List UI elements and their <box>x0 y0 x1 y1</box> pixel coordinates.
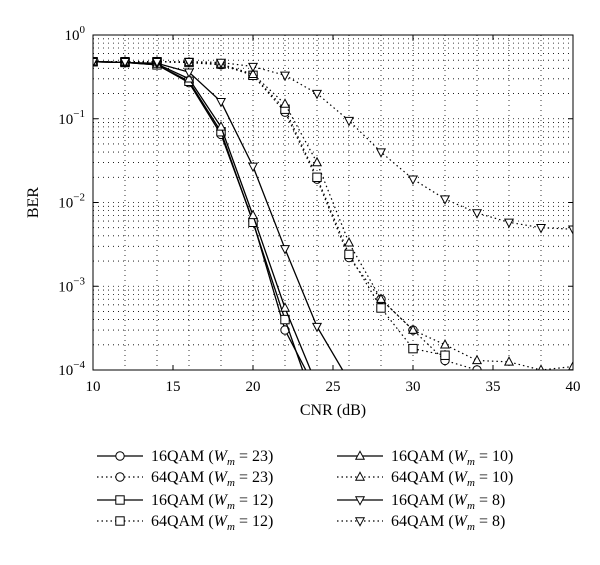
legend-marker <box>115 472 125 482</box>
data-point <box>375 293 387 303</box>
legend-entry: 64QAM (Wm = 8) <box>337 513 505 533</box>
x-tick-label: 10 <box>86 379 101 395</box>
legend-label: 64QAM (Wm = 10) <box>391 469 513 489</box>
data-point <box>503 356 515 366</box>
legend-marker <box>354 496 366 506</box>
y-tick-label: 10−3 <box>58 275 85 295</box>
x-tick-label: 25 <box>326 379 341 395</box>
legend-label: 16QAM (Wm = 23) <box>151 448 273 468</box>
data-point <box>247 162 259 173</box>
series-7 <box>93 57 573 235</box>
data-point <box>247 68 259 78</box>
legend-marker <box>115 516 125 526</box>
series-line <box>93 61 344 370</box>
legend-entry: 64QAM (Wm = 23) <box>97 469 273 489</box>
x-tick-label: 20 <box>246 379 261 395</box>
data-point <box>247 62 259 73</box>
legend-marker <box>115 451 125 461</box>
data-point <box>471 209 483 219</box>
data-point <box>344 249 354 260</box>
data-point <box>311 156 323 167</box>
data-point <box>215 121 227 131</box>
data-point <box>567 225 573 235</box>
legend-marker <box>354 471 366 481</box>
data-point <box>375 148 387 158</box>
data-point <box>279 302 291 312</box>
x-tick-label: 40 <box>566 379 581 395</box>
legend: 16QAM (Wm = 23)64QAM (Wm = 23) 16QAM (Wm … <box>97 448 513 533</box>
y-tick-label: 10−4 <box>58 359 85 379</box>
series-layer <box>93 55 573 370</box>
data-point <box>439 195 451 205</box>
data-point <box>407 324 419 334</box>
data-point <box>376 303 386 313</box>
data-point <box>407 175 419 185</box>
x-axis-label: CNR (dB) <box>300 402 366 419</box>
data-point <box>537 364 545 370</box>
data-point <box>439 339 451 349</box>
x-tick-label: 15 <box>166 379 181 395</box>
data-point <box>312 172 322 182</box>
series-0 <box>93 56 307 370</box>
data-point <box>503 218 515 229</box>
axis-ticks: 10 15 20 25 30 35 40 100 10−1 10−2 10−3 10−4 <box>58 24 580 395</box>
x-tick-label: 30 <box>406 379 421 395</box>
data-point <box>183 57 195 68</box>
legend-entry: 64QAM (Wm = 12) <box>97 513 273 533</box>
data-point <box>343 237 355 247</box>
y-tick-label: 10−2 <box>58 192 85 212</box>
data-point <box>311 89 323 100</box>
series-6 <box>93 57 344 370</box>
legend-entry: 64QAM (Wm = 10) <box>337 469 513 489</box>
legend-entry: 16QAM (Wm = 12) <box>97 492 273 512</box>
data-point <box>535 224 547 234</box>
data-point <box>93 57 99 68</box>
legend-label: 64QAM (Wm = 8) <box>391 513 505 533</box>
data-point <box>215 97 227 108</box>
legend-marker <box>354 450 366 460</box>
y-axis-label: BER <box>25 187 42 218</box>
series-line <box>93 61 304 370</box>
legend-marker <box>115 495 125 505</box>
data-point <box>215 58 227 69</box>
data-point <box>311 322 323 333</box>
data-point <box>151 57 163 68</box>
data-point <box>183 73 195 83</box>
series-line <box>93 61 573 230</box>
x-tick-label: 35 <box>486 379 501 395</box>
legend-entry: 16QAM (Wm = 8) <box>337 492 505 512</box>
data-point <box>247 209 259 220</box>
legend-label: 16QAM (Wm = 8) <box>391 492 505 512</box>
series-line <box>93 61 573 370</box>
legend-entry: 16QAM (Wm = 23) <box>97 448 273 468</box>
data-point <box>279 71 291 82</box>
legend-label: 16QAM (Wm = 12) <box>151 492 273 512</box>
data-point <box>183 68 195 78</box>
legend-marker <box>354 517 366 527</box>
legend-label: 16QAM (Wm = 10) <box>391 448 513 468</box>
legend-label: 64QAM (Wm = 23) <box>151 469 273 489</box>
series-2 <box>93 56 304 370</box>
data-point <box>568 360 573 370</box>
legend-label: 64QAM (Wm = 12) <box>151 513 273 533</box>
data-point <box>408 343 418 354</box>
data-point <box>279 98 291 108</box>
legend-entry: 16QAM (Wm = 10) <box>337 448 513 468</box>
y-tick-label: 100 <box>65 24 86 44</box>
data-point <box>119 57 131 68</box>
data-point <box>440 350 450 360</box>
data-point <box>279 245 291 255</box>
data-point <box>471 354 483 365</box>
data-point <box>343 116 355 127</box>
y-tick-label: 10−1 <box>58 108 85 128</box>
series-line <box>93 61 312 370</box>
